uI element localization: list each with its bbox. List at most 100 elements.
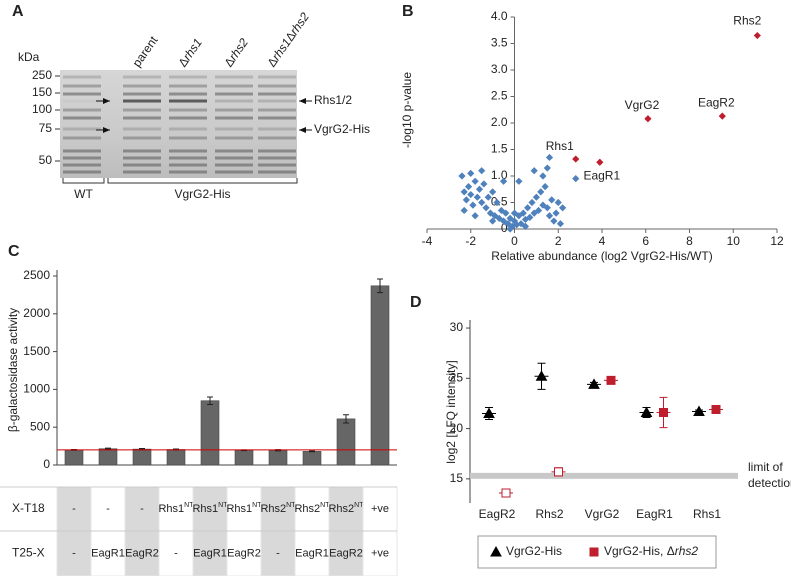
gel-band (123, 136, 161, 140)
data-point (484, 193, 492, 201)
y-tick-label: 2.0 (491, 115, 508, 129)
y-axis-label: -log10 p-value (400, 72, 414, 148)
table-cell (158, 486, 194, 532)
gel-band (63, 156, 101, 160)
lane-label: Δrhs2 (222, 36, 252, 70)
bar (234, 449, 254, 466)
table-cell (56, 486, 92, 532)
bar (370, 285, 390, 466)
gel-band (123, 170, 161, 174)
point-label: EagR2 (698, 95, 735, 109)
data-point (543, 164, 551, 172)
table-cell-text: Rhs1NT (226, 502, 262, 515)
bar (132, 448, 152, 466)
table-cell-text: EagR1 (193, 547, 227, 559)
band-label: VgrG2-His (314, 122, 370, 136)
x-tick-label: 10 (727, 234, 741, 248)
table-cell (362, 530, 398, 576)
gel-band (258, 92, 296, 96)
y-tick-label: 2500 (23, 268, 50, 282)
y-tick-label: 0 (501, 221, 508, 235)
gel-band (169, 163, 207, 167)
table-cell-text: Rhs2NT (260, 502, 296, 515)
panel-label: C (8, 243, 20, 260)
data-point (644, 115, 652, 123)
data-point (473, 193, 481, 201)
table-cell-text: Rhs2NT (294, 502, 330, 515)
data-point (489, 188, 497, 196)
lane-label: parent (130, 33, 161, 69)
gel-band (258, 84, 296, 88)
gel-band (63, 84, 101, 88)
gel-band (63, 149, 101, 153)
data-point (659, 408, 668, 418)
gel-band (258, 156, 296, 160)
error-bar (207, 396, 213, 406)
data-point (556, 220, 565, 228)
data-point (467, 169, 475, 177)
x-tick-label: Rhs1 (693, 507, 721, 521)
data-point (480, 180, 488, 188)
data-point (532, 193, 540, 201)
x-tick-label: EagR1 (636, 507, 673, 521)
gel-unit: kDa (18, 50, 40, 64)
data-point (489, 217, 497, 225)
y-axis-label: β-galactosidase activity (6, 308, 20, 432)
point-label: Rhs2 (733, 14, 761, 28)
panel-label: B (402, 3, 414, 20)
panel-label: A (12, 3, 24, 20)
gel-band (258, 75, 296, 79)
y-tick-label: 3.0 (491, 62, 508, 76)
y-tick-label: 30 (450, 320, 464, 334)
error-bar (105, 447, 111, 450)
gel-band (169, 127, 207, 131)
data-point (541, 183, 549, 191)
table-cell-text: Rhs2NT (328, 502, 364, 515)
gel-band (169, 108, 207, 112)
data-point (548, 196, 556, 204)
data-point (606, 375, 616, 385)
data-point (588, 378, 600, 389)
gel-band (123, 84, 161, 88)
data-point (528, 198, 536, 207)
gel-band (123, 99, 161, 103)
data-point (530, 167, 538, 175)
row-label: T25-X (12, 546, 45, 560)
data-point (539, 172, 547, 180)
gel-band (258, 116, 296, 120)
table-cell-text: EagR2 (227, 547, 261, 559)
x-tick-label: EagR2 (479, 507, 516, 521)
y-tick-label: 15 (450, 471, 464, 485)
x-tick-label: 6 (642, 234, 649, 248)
data-point (526, 213, 534, 221)
x-tick-label: 12 (770, 234, 784, 248)
table-cell-text: - (72, 547, 76, 559)
gel-band (123, 116, 161, 120)
y-tick-label: 1500 (23, 344, 50, 358)
gel-band (258, 170, 296, 174)
gel-band (63, 75, 101, 79)
gel-band (63, 92, 101, 96)
marker-label: 250 (32, 68, 52, 82)
x-tick-label: Rhs2 (535, 507, 563, 521)
table-cell (90, 530, 126, 576)
x-axis-label: Relative abundance (log2 VgrG2-His/WT) (491, 249, 712, 263)
gel-band (63, 116, 101, 120)
gel-band (123, 92, 161, 96)
data-point (460, 188, 468, 196)
y-tick-label: 2.5 (491, 89, 508, 103)
data-point (552, 209, 560, 217)
lane-label: Δrhs1Δrhs2 (265, 10, 313, 70)
table-cell (362, 486, 398, 532)
data-point (475, 185, 484, 193)
table-cell-text: +ve (371, 503, 389, 515)
gel-band (123, 156, 161, 160)
table-cell-text: - (174, 547, 178, 559)
gel-band (123, 75, 161, 79)
data-point (493, 198, 501, 207)
gel-band (258, 127, 296, 131)
legend-marker (589, 547, 599, 557)
data-point (464, 183, 473, 191)
band-label: Rhs1/2 (314, 93, 352, 107)
gel-image (60, 70, 297, 178)
